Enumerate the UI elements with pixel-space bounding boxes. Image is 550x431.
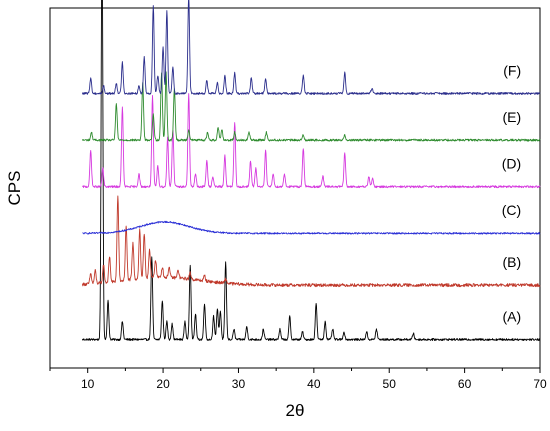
x-axis-label: 2θ	[286, 401, 305, 420]
plot-frame	[49, 7, 541, 369]
series-line-d	[82, 93, 541, 189]
series-line-b	[81, 195, 541, 288]
series-line-f	[81, 0, 541, 95]
x-tick-label: 10	[81, 377, 95, 391]
series-line-e	[82, 71, 541, 142]
x-tick-label: 70	[533, 377, 547, 391]
series-label: (F)	[503, 62, 521, 78]
x-tick-label: 50	[383, 377, 397, 391]
series-line-a	[81, 0, 541, 341]
series-layer	[81, 0, 541, 341]
series-label: (B)	[502, 254, 521, 270]
x-tick-label: 40	[307, 377, 321, 391]
series-label: (E)	[502, 109, 521, 125]
series-label: (A)	[502, 308, 521, 324]
series-label: (D)	[502, 156, 521, 172]
x-tick-label: 20	[156, 377, 170, 391]
series-label-layer: (A) (B) (C) (D) (E) (F)	[502, 62, 521, 324]
x-tick-layer: 10 20 30 40 50 60 70	[49, 368, 547, 391]
x-tick-label: 60	[458, 377, 472, 391]
y-axis-label: CPS	[5, 171, 24, 206]
series-label: (C)	[502, 202, 521, 218]
series-line-c	[82, 220, 541, 235]
x-tick-label: 30	[232, 377, 246, 391]
